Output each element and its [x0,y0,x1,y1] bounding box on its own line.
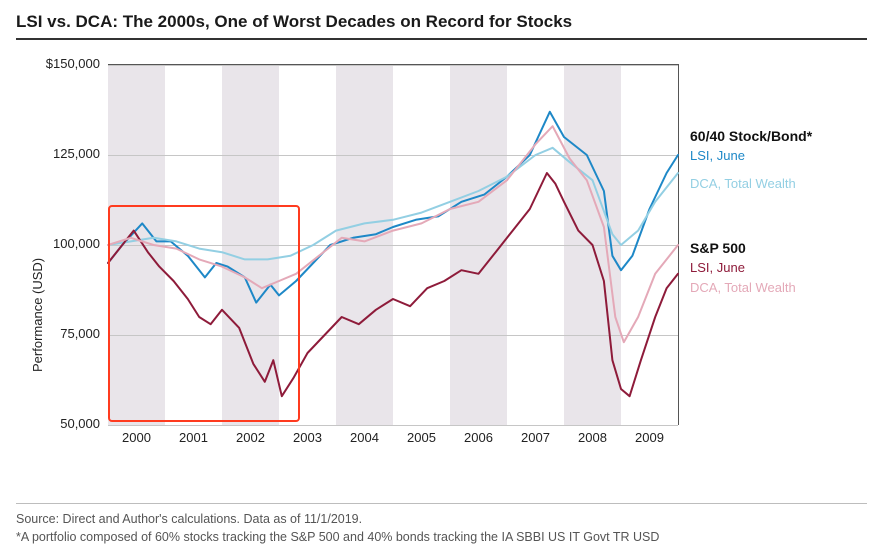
y-tick-label: 75,000 [38,326,100,341]
x-tick-label: 2002 [236,430,265,445]
legend-item: LSI, June [690,148,745,163]
chart-footer: Source: Direct and Author's calculations… [16,503,867,548]
footnote-text: *A portfolio composed of 60% stocks trac… [16,528,867,547]
source-text: Source: Direct and Author's calculations… [16,510,867,529]
x-tick-label: 2008 [578,430,607,445]
chart-area: Performance (USD) 50,000 75,000 100,000 125… [16,42,866,472]
y-tick-label: $150,000 [38,56,100,71]
x-tick-label: 2006 [464,430,493,445]
y-axis-title: Performance (USD) [30,258,45,372]
chart-title: LSI vs. DCA: The 2000s, One of Worst Dec… [16,12,867,40]
x-tick-label: 2007 [521,430,550,445]
legend-item: DCA, Total Wealth [690,280,796,295]
x-tick-label: 2004 [350,430,379,445]
x-tick-label: 2005 [407,430,436,445]
gridline [108,425,678,426]
legend-item: DCA, Total Wealth [690,176,796,191]
highlight-box [108,205,300,421]
legend-header: 60/40 Stock/Bond* [690,128,812,144]
y-tick-label: 125,000 [38,146,100,161]
x-tick-label: 2003 [293,430,322,445]
plot-region [108,64,679,425]
y-tick-label: 50,000 [38,416,100,431]
legend-header: S&P 500 [690,240,746,256]
x-tick-label: 2001 [179,430,208,445]
x-tick-label: 2000 [122,430,151,445]
legend-item: LSI, June [690,260,745,275]
y-tick-label: 100,000 [38,236,100,251]
x-tick-label: 2009 [635,430,664,445]
